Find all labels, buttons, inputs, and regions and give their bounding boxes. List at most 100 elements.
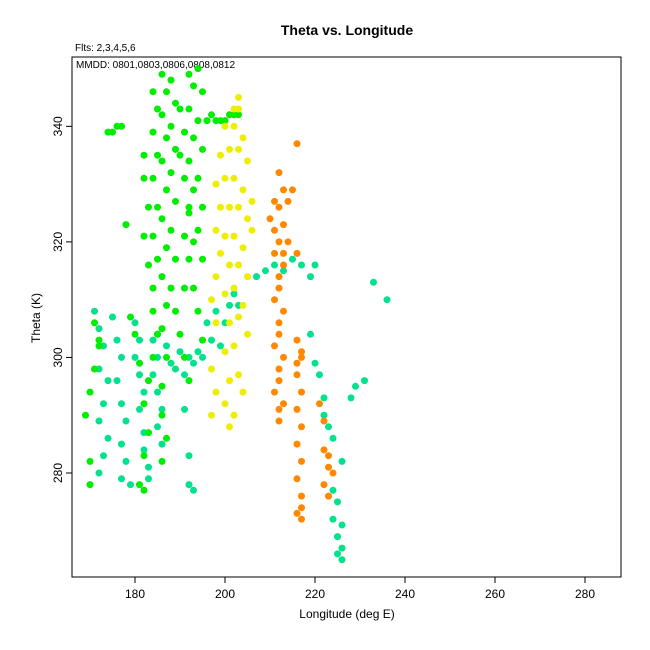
data-point-1-102 xyxy=(194,307,202,315)
data-point-1-29 xyxy=(149,284,157,292)
data-point-0-72 xyxy=(329,434,337,442)
data-point-1-76 xyxy=(185,157,193,165)
data-point-1-70 xyxy=(185,255,193,263)
data-point-1-58 xyxy=(167,122,175,130)
data-point-1-27 xyxy=(140,232,148,240)
data-point-3-49 xyxy=(320,481,328,489)
data-point-0-75 xyxy=(334,498,341,506)
data-point-2-12 xyxy=(226,145,233,153)
data-point-0-73 xyxy=(338,457,346,465)
data-point-3-35 xyxy=(298,423,305,431)
data-point-1-89 xyxy=(208,111,215,119)
data-point-2-42 xyxy=(239,244,247,252)
data-point-2-47 xyxy=(248,226,256,234)
data-point-2-19 xyxy=(221,348,229,356)
data-point-3-4 xyxy=(275,273,283,281)
data-point-3-32 xyxy=(293,371,301,379)
data-point-1-54 xyxy=(163,434,170,442)
data-point-0-49 xyxy=(190,486,197,494)
data-point-1-36 xyxy=(149,174,157,182)
y-tick-label-1: 300 xyxy=(51,347,65,367)
data-point-0-10 xyxy=(109,313,116,321)
data-point-3-29 xyxy=(280,249,287,257)
data-point-1-17 xyxy=(140,486,148,494)
data-point-2-10 xyxy=(217,151,224,159)
data-point-2-3 xyxy=(212,319,220,327)
data-point-3-21 xyxy=(275,203,283,211)
data-point-0-56 xyxy=(230,290,238,298)
data-point-1-46 xyxy=(158,215,166,223)
data-point-1-24 xyxy=(140,151,148,159)
data-point-3-9 xyxy=(271,388,278,396)
data-point-1-34 xyxy=(149,128,157,136)
data-point-0-19 xyxy=(127,481,134,489)
data-point-2-9 xyxy=(212,180,220,188)
data-point-0-51 xyxy=(208,336,215,344)
x-axis: 180 200 220 240 260 280 xyxy=(125,577,595,601)
data-point-1-52 xyxy=(158,382,166,390)
data-point-1-2 xyxy=(82,411,89,419)
data-point-3-22 xyxy=(280,186,287,194)
data-point-1-5 xyxy=(95,342,103,350)
y-tick-label-3: 340 xyxy=(51,116,65,136)
data-point-0-17 xyxy=(122,457,130,465)
data-point-1-13 xyxy=(127,313,134,321)
data-point-0-9 xyxy=(95,469,103,477)
x-tick-label-0: 180 xyxy=(125,587,145,601)
data-point-3-19 xyxy=(275,238,283,246)
data-point-0-18 xyxy=(118,475,125,483)
data-point-1-62 xyxy=(167,226,175,234)
data-point-1-4 xyxy=(91,365,98,373)
flights-annotation: Flts: 2,3,4,5,6 xyxy=(75,43,136,54)
data-point-2-31 xyxy=(235,261,242,269)
data-point-0-28 xyxy=(145,463,152,471)
data-point-1-81 xyxy=(199,88,206,96)
data-point-0-80 xyxy=(334,550,341,558)
data-point-3-48 xyxy=(325,463,332,471)
data-point-1-35 xyxy=(154,151,161,159)
data-point-3-41 xyxy=(298,515,305,523)
data-point-0-43 xyxy=(190,359,197,367)
data-point-1-18 xyxy=(140,452,148,460)
data-point-1-86 xyxy=(194,226,202,234)
data-point-0-35 xyxy=(154,423,161,431)
data-point-1-59 xyxy=(172,145,179,153)
data-point-2-5 xyxy=(212,273,220,281)
data-point-2-45 xyxy=(244,330,251,338)
data-point-1-77 xyxy=(190,186,197,194)
data-point-1-11 xyxy=(118,122,125,130)
data-point-2-44 xyxy=(239,301,247,309)
data-point-1-50 xyxy=(158,325,166,333)
data-point-2-21 xyxy=(221,400,229,408)
data-point-0-86 xyxy=(383,296,391,304)
data-point-3-6 xyxy=(275,319,283,327)
x-tick-label-5: 280 xyxy=(575,587,595,601)
data-point-2-13 xyxy=(221,174,229,182)
data-point-3-36 xyxy=(293,440,301,448)
data-point-1-61 xyxy=(172,197,179,205)
data-point-1-25 xyxy=(140,174,148,182)
data-point-0-24 xyxy=(140,388,148,396)
data-point-1-19 xyxy=(145,429,152,437)
data-point-1-1 xyxy=(86,457,94,465)
data-point-2-2 xyxy=(208,411,215,419)
data-point-1-98 xyxy=(176,330,184,338)
data-point-1-6 xyxy=(91,319,98,327)
data-point-1-12 xyxy=(122,221,130,229)
data-point-2-16 xyxy=(226,261,233,269)
data-point-1-47 xyxy=(163,244,170,252)
data-point-1-21 xyxy=(145,377,152,385)
data-point-1-28 xyxy=(145,261,152,269)
x-tick-label-4: 260 xyxy=(485,587,505,601)
data-point-3-12 xyxy=(280,400,287,408)
data-point-2-38 xyxy=(239,134,247,142)
data-point-0-82 xyxy=(347,394,355,402)
data-point-0-47 xyxy=(185,452,193,460)
data-point-0-15 xyxy=(122,417,130,425)
data-point-1-87 xyxy=(199,255,206,263)
data-point-0-5 xyxy=(100,400,107,408)
dates-annotation: MMDD: 0801,0803,0806,0808,0812 xyxy=(76,60,235,71)
data-point-0-77 xyxy=(338,521,346,529)
data-point-0-30 xyxy=(149,336,157,344)
data-point-1-83 xyxy=(199,145,206,153)
